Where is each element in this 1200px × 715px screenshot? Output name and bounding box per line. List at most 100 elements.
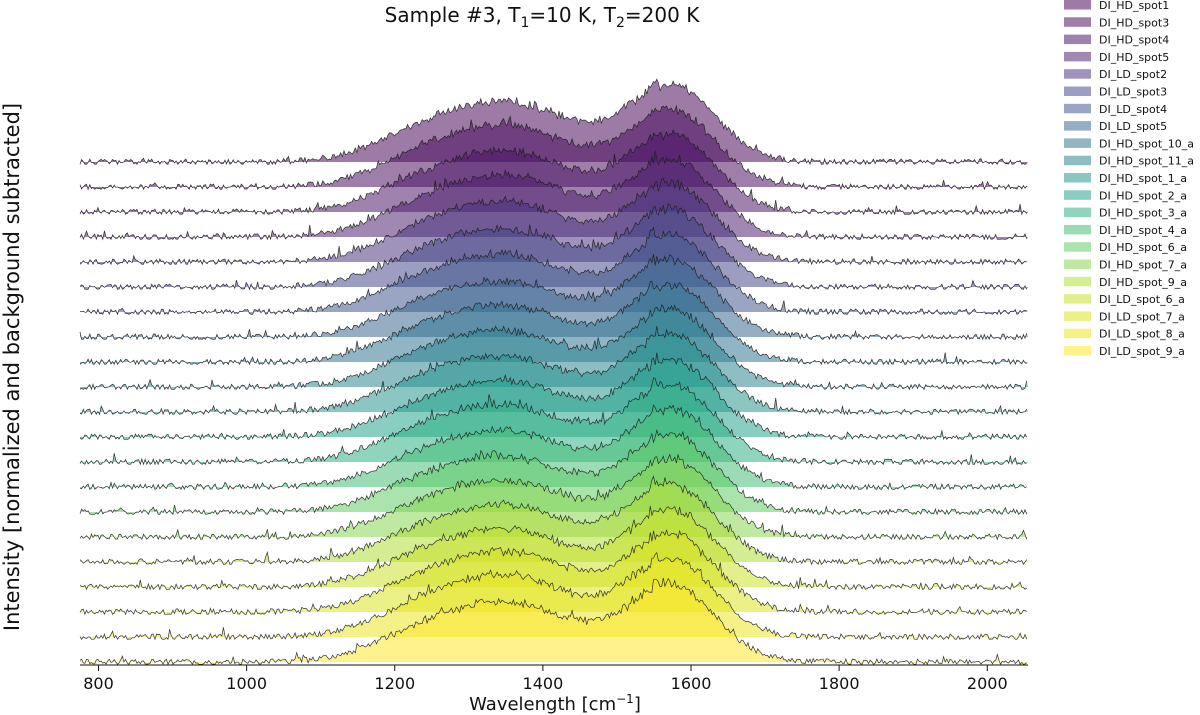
legend-label-DI_LD_spot_7_a: DI_LD_spot_7_a xyxy=(1099,310,1185,323)
x-tick-label-2000: 2000 xyxy=(967,674,1008,693)
ridge-line-DI_LD_spot_8_a xyxy=(79,551,1028,641)
ridge-line-DI_HD_spot_7_a xyxy=(79,453,1028,541)
legend-label-DI_HD_spot_3_a: DI_HD_spot_3_a xyxy=(1099,207,1187,220)
ridge-fill-DI_HD_spot3 xyxy=(80,105,1028,190)
ridge-DI_HD_spot1 xyxy=(79,78,1028,166)
legend-item-DI_LD_spot3: DI_LD_spot3 xyxy=(1064,86,1167,99)
ridge-fill-DI_LD_spot_7_a xyxy=(80,530,1028,615)
ridge-DI_LD_spot_9_a xyxy=(79,577,1028,666)
legend-swatch-DI_HD_spot_4_a xyxy=(1064,224,1091,235)
y-axis-label: Intensity [normalized and background sub… xyxy=(0,103,24,631)
legend-label-DI_HD_spot_4_a: DI_HD_spot_4_a xyxy=(1099,224,1187,237)
ridge-line-DI_HD_spot1 xyxy=(79,78,1027,166)
legend-label-DI_LD_spot4: DI_LD_spot4 xyxy=(1099,103,1167,116)
ridge-line-DI_HD_spot4 xyxy=(79,129,1027,216)
legend-label-DI_HD_spot4: DI_HD_spot4 xyxy=(1099,34,1169,47)
ridge-DI_LD_spot5 xyxy=(79,254,1028,341)
legend-item-DI_HD_spot_1_a: DI_HD_spot_1_a xyxy=(1064,172,1187,185)
ridge-fill-DI_HD_spot_9_a xyxy=(80,476,1028,565)
legend-label-DI_HD_spot_1_a: DI_HD_spot_1_a xyxy=(1099,172,1187,185)
ridge-fill-DI_HD_spot5 xyxy=(80,150,1028,240)
ridge-DI_HD_spot_4_a xyxy=(79,404,1028,491)
legend-item-DI_HD_spot_4_a: DI_HD_spot_4_a xyxy=(1064,224,1187,237)
ridge-line-DI_LD_spot2 xyxy=(79,177,1027,266)
ridge-line-DI_LD_spot_6_a xyxy=(79,505,1027,591)
ridge-DI_LD_spot_7_a xyxy=(79,529,1028,616)
legend-item-DI_HD_spot3: DI_HD_spot3 xyxy=(1064,16,1169,29)
legend-swatch-DI_HD_spot_6_a xyxy=(1064,242,1091,252)
ridge-fill-DI_LD_spot4 xyxy=(80,227,1028,315)
ridge-fill-DI_LD_spot_6_a xyxy=(80,505,1028,590)
ridge-line-DI_LD_spot3 xyxy=(79,203,1028,291)
ridge-line-DI_HD_spot_10_a xyxy=(79,280,1027,366)
legend-item-DI_HD_spot5: DI_HD_spot5 xyxy=(1064,51,1169,64)
legend-item-DI_LD_spot5: DI_LD_spot5 xyxy=(1064,120,1167,133)
x-tick-label-800: 800 xyxy=(83,674,114,693)
legend-swatch-DI_HD_spot1 xyxy=(1064,0,1091,10)
ridge-DI_LD_spot2 xyxy=(79,177,1028,266)
ridge-DI_HD_spot5 xyxy=(79,150,1028,241)
ridge-series-group xyxy=(79,78,1028,666)
legend-label-DI_LD_spot_6_a: DI_LD_spot_6_a xyxy=(1099,293,1185,306)
ridge-DI_HD_spot_11_a xyxy=(79,303,1028,391)
ridge-fill-DI_HD_spot1 xyxy=(80,79,1028,165)
ridge-DI_LD_spot3 xyxy=(79,203,1028,291)
legend-swatch-DI_LD_spot_9_a xyxy=(1064,346,1091,356)
legend-label-DI_HD_spot_7_a: DI_HD_spot_7_a xyxy=(1099,259,1187,272)
x-tick-label-1800: 1800 xyxy=(819,674,860,693)
legend-label-DI_HD_spot_11_a: DI_HD_spot_11_a xyxy=(1099,155,1194,168)
legend-swatch-DI_LD_spot4 xyxy=(1064,103,1091,114)
ridge-line-DI_LD_spot_9_a xyxy=(79,577,1027,666)
ridge-fill-DI_HD_spot_4_a xyxy=(80,405,1028,490)
legend-swatch-DI_HD_spot_10_a xyxy=(1064,138,1091,148)
ridge-DI_LD_spot_6_a xyxy=(79,505,1028,591)
x-tick-label-1400: 1400 xyxy=(523,674,564,693)
ridge-fill-DI_LD_spot2 xyxy=(80,178,1028,265)
ridge-DI_HD_spot_10_a xyxy=(79,280,1028,366)
legend-label-DI_LD_spot5: DI_LD_spot5 xyxy=(1099,120,1167,133)
legend-swatch-DI_HD_spot3 xyxy=(1064,17,1091,27)
ridge-DI_LD_spot4 xyxy=(79,226,1028,316)
ridge-line-DI_LD_spot5 xyxy=(79,254,1028,341)
ridge-fill-DI_HD_spot_6_a xyxy=(80,430,1028,515)
ridge-fill-DI_HD_spot_2_a xyxy=(80,352,1028,440)
ridge-DI_HD_spot_1_a xyxy=(79,325,1028,416)
legend-item-DI_HD_spot_9_a: DI_HD_spot_9_a xyxy=(1064,276,1187,289)
ridge-line-DI_HD_spot5 xyxy=(79,150,1028,241)
ridge-fill-DI_LD_spot3 xyxy=(80,203,1028,290)
legend-item-DI_LD_spot_9_a: DI_LD_spot_9_a xyxy=(1064,345,1185,358)
legend-label-DI_HD_spot_9_a: DI_HD_spot_9_a xyxy=(1099,276,1187,289)
ridge-DI_HD_spot_3_a xyxy=(79,377,1028,466)
ridge-fill-DI_LD_spot5 xyxy=(80,254,1028,340)
ridge-line-DI_HD_spot_6_a xyxy=(79,428,1028,516)
legend-swatch-DI_HD_spot_7_a xyxy=(1064,259,1091,269)
ridge-fill-DI_LD_spot_9_a xyxy=(80,577,1028,665)
legend-swatch-DI_HD_spot_2_a xyxy=(1064,190,1091,200)
legend-item-DI_HD_spot4: DI_HD_spot4 xyxy=(1064,34,1169,47)
ridge-DI_HD_spot_2_a xyxy=(79,352,1028,441)
legend-item-DI_HD_spot_6_a: DI_HD_spot_6_a xyxy=(1064,241,1187,254)
ridge-DI_HD_spot_6_a xyxy=(79,428,1028,516)
legend-item-DI_HD_spot_11_a: DI_HD_spot_11_a xyxy=(1064,155,1194,168)
legend-label-DI_LD_spot_8_a: DI_LD_spot_8_a xyxy=(1099,328,1185,341)
ridge-DI_HD_spot4 xyxy=(79,129,1028,216)
legend-swatch-DI_HD_spot_1_a xyxy=(1064,173,1091,183)
legend-swatch-DI_HD_spot5 xyxy=(1064,51,1091,62)
legend-label-DI_LD_spot_9_a: DI_LD_spot_9_a xyxy=(1099,345,1185,358)
legend-label-DI_HD_spot_2_a: DI_HD_spot_2_a xyxy=(1099,189,1187,202)
legend: DI_HD_spot1 DI_HD_spot3 DI_HD_spot4 DI_HD_s… xyxy=(1064,0,1194,358)
legend-label-DI_HD_spot_6_a: DI_HD_spot_6_a xyxy=(1099,241,1187,254)
x-axis-ticks: 800 1000 1200 1400 1600 1800 2000 xyxy=(83,665,1008,693)
ridge-fill-DI_HD_spot_7_a xyxy=(80,454,1028,540)
ridge-DI_HD_spot_9_a xyxy=(79,475,1028,566)
ridge-fill-DI_HD_spot_3_a xyxy=(80,377,1028,465)
chart-title: Sample #3, T1=10 K, T2=200 K xyxy=(385,3,701,31)
ridge-DI_HD_spot3 xyxy=(79,104,1028,191)
legend-item-DI_LD_spot4: DI_LD_spot4 xyxy=(1064,103,1167,116)
ridge-line-DI_HD_spot3 xyxy=(79,104,1027,191)
ridge-line-DI_HD_spot_4_a xyxy=(79,404,1027,491)
ridge-line-DI_HD_spot_9_a xyxy=(79,475,1027,566)
x-tick-label-1000: 1000 xyxy=(226,674,267,693)
ridge-fill-DI_HD_spot_10_a xyxy=(80,281,1028,365)
